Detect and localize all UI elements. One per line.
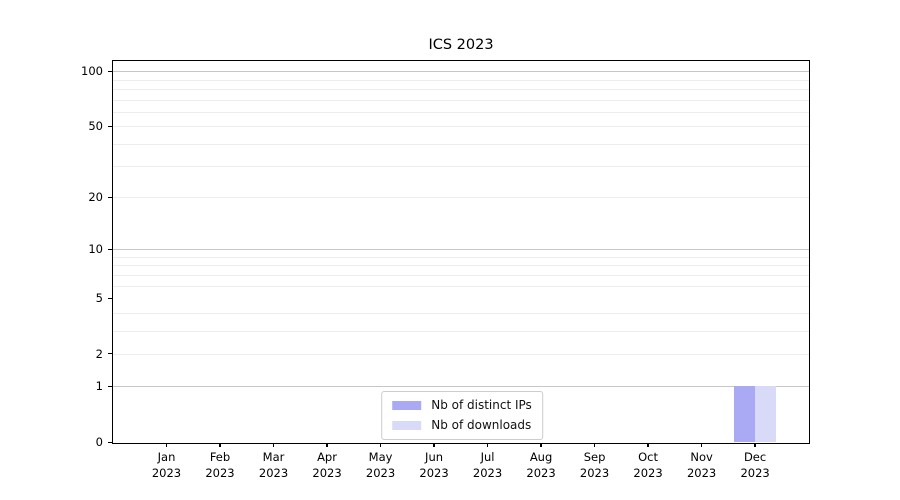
y-gridline-minor	[113, 99, 809, 101]
x-tick-year: 2023	[258, 465, 289, 480]
x-tick	[700, 443, 703, 447]
bar-downloads	[755, 386, 777, 442]
y-gridline-major	[113, 71, 809, 73]
y-gridline-minor	[113, 143, 809, 145]
x-tick-month: May	[368, 450, 393, 464]
y-gridline-minor	[113, 197, 809, 199]
y-gridline-minor	[113, 274, 809, 276]
y-gridline-minor	[113, 126, 809, 128]
legend-swatch	[392, 401, 422, 410]
x-tick-label: Feb 2023	[188, 450, 252, 481]
y-tick-label: 50	[88, 119, 103, 134]
y-tick	[108, 441, 112, 443]
x-tick-month: Sep	[583, 450, 606, 464]
x-tick	[486, 443, 489, 447]
y-gridline-minor	[113, 88, 809, 90]
y-tick	[108, 353, 112, 355]
y-gridline-minor	[113, 312, 809, 314]
x-tick-label: Aug 2023	[509, 450, 573, 481]
x-tick-label: Mar 2023	[242, 450, 306, 481]
x-tick-year: 2023	[419, 465, 449, 480]
y-tick	[108, 125, 112, 127]
x-tick-month: Mar	[262, 450, 285, 464]
x-tick	[593, 443, 596, 447]
x-tick	[219, 443, 221, 447]
legend-label: Nb of distinct IPs	[431, 398, 532, 412]
y-tick	[108, 70, 112, 72]
plot-area: 0 1 2 5 10 20 50 100 Jan 2023 Feb 2023 Mar 2023 Apr 202…	[81, 60, 810, 480]
y-tick-label: 10	[88, 242, 103, 257]
x-tick	[540, 443, 542, 447]
y-tick	[108, 385, 112, 387]
x-tick-year: 2023	[365, 465, 396, 480]
x-tick-year: 2023	[579, 465, 610, 480]
x-tick-label: Dec 2023	[723, 450, 787, 481]
x-tick-month: Jun	[425, 450, 444, 464]
legend-label: Nb of downloads	[431, 418, 532, 432]
x-tick	[272, 443, 275, 447]
x-tick-month: Oct	[638, 450, 658, 464]
y-gridline-minor	[113, 166, 809, 168]
y-gridline-major	[113, 249, 809, 251]
x-tick-year: 2023	[686, 465, 717, 480]
x-tick-year: 2023	[526, 465, 556, 480]
y-tick-label: 20	[88, 190, 103, 205]
x-tick	[754, 443, 756, 447]
x-tick-month: Jan	[157, 450, 176, 464]
x-tick	[433, 443, 435, 447]
x-tick-label: Jun 2023	[402, 450, 466, 481]
y-tick	[108, 248, 112, 251]
x-tick-year: 2023	[472, 465, 503, 480]
y-gridline-minor	[113, 265, 809, 267]
bar-distinct-ips	[734, 386, 756, 442]
y-tick-label: 100	[81, 64, 103, 79]
x-tick-month: Dec	[743, 450, 767, 464]
x-tick-year: 2023	[151, 465, 182, 480]
x-tick-year: 2023	[633, 465, 663, 480]
x-tick	[379, 443, 382, 447]
x-tick-year: 2023	[312, 465, 342, 480]
x-tick-label: Nov 2023	[670, 450, 734, 481]
legend-swatch	[392, 421, 422, 430]
y-gridline-minor	[113, 285, 809, 287]
legend-item: Nb of distinct IPs	[392, 399, 532, 412]
chart-title: ICS 2023	[428, 37, 494, 53]
x-tick-month: Jul	[480, 450, 495, 464]
x-tick-label: Jan 2023	[135, 450, 199, 481]
x-tick-label: Sep 2023	[563, 450, 627, 481]
y-gridline-minor	[113, 257, 809, 258]
legend-item: Nb of downloads	[392, 419, 532, 432]
y-tick-label: 2	[95, 346, 103, 361]
x-tick-year: 2023	[740, 465, 770, 480]
y-gridline-minor	[113, 111, 809, 113]
x-tick	[326, 443, 328, 447]
x-tick-month: Feb	[209, 450, 231, 464]
x-tick-month: Aug	[529, 450, 553, 464]
y-tick-label: 0	[95, 435, 103, 449]
legend: Nb of distinct IPs Nb of downloads	[381, 391, 543, 440]
y-gridline-major	[113, 386, 809, 388]
y-tick	[108, 297, 112, 299]
x-tick-label: Oct 2023	[616, 450, 680, 481]
y-gridline-minor	[113, 330, 809, 332]
x-tick-label: Apr 2023	[295, 450, 359, 481]
y-tick-label: 5	[95, 291, 103, 306]
x-tick-month: Apr	[317, 450, 337, 464]
y-gridline-minor	[113, 79, 809, 81]
x-tick-year: 2023	[205, 465, 235, 480]
x-tick-label: May 2023	[349, 450, 413, 481]
y-tick	[108, 196, 112, 199]
x-tick-month: Nov	[690, 450, 713, 464]
x-tick	[165, 443, 168, 447]
x-tick	[647, 443, 649, 447]
y-tick-label: 1	[95, 379, 103, 394]
x-tick-label: Jul 2023	[456, 450, 520, 481]
y-gridline-minor	[113, 353, 809, 355]
